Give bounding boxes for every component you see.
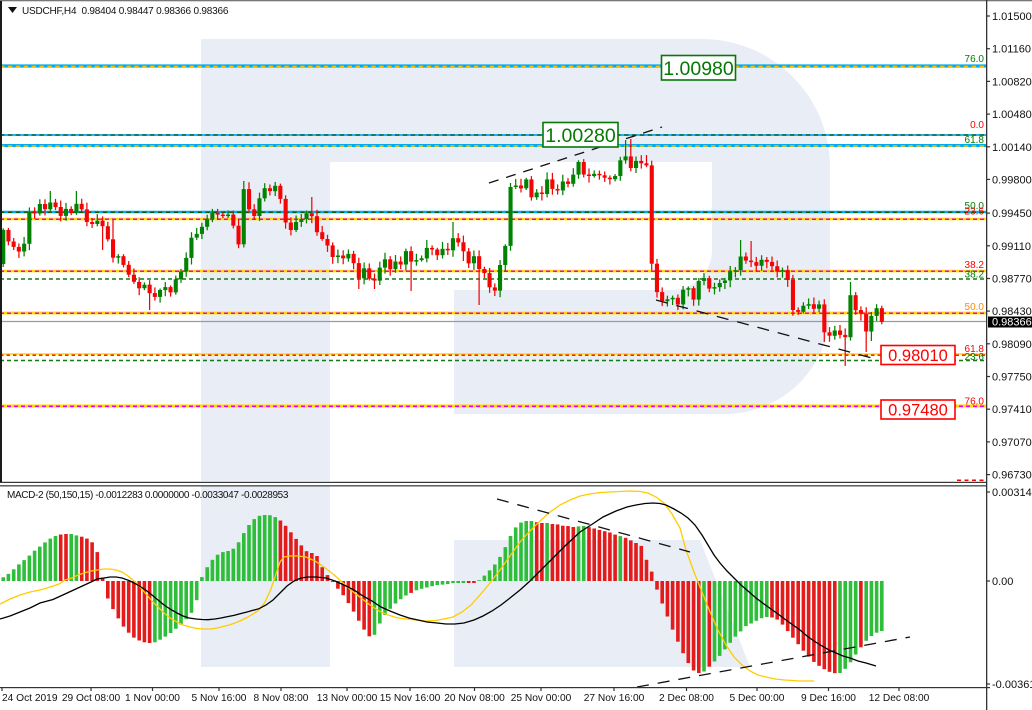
svg-text:5 Nov 16:00: 5 Nov 16:00 xyxy=(192,693,247,704)
svg-text:13 Nov 00:00: 13 Nov 00:00 xyxy=(317,693,378,704)
svg-text:50.0: 50.0 xyxy=(965,302,985,313)
svg-text:0.0031413: 0.0031413 xyxy=(992,487,1032,499)
svg-text:1.00140: 1.00140 xyxy=(992,142,1032,154)
svg-text:1.00480: 1.00480 xyxy=(992,109,1032,121)
svg-text:0.99450: 0.99450 xyxy=(992,208,1032,220)
svg-text:0.99800: 0.99800 xyxy=(992,174,1032,186)
svg-text:23.6: 23.6 xyxy=(965,207,985,218)
svg-text:0.97410: 0.97410 xyxy=(992,404,1032,416)
svg-text:0.97750: 0.97750 xyxy=(992,372,1032,384)
svg-text:76.0: 76.0 xyxy=(965,54,985,65)
svg-text:0.98010: 0.98010 xyxy=(888,347,948,365)
svg-text:1.01500: 1.01500 xyxy=(992,11,1032,23)
svg-text:1.01160: 1.01160 xyxy=(992,44,1031,56)
svg-text:0.98430: 0.98430 xyxy=(992,306,1032,318)
svg-text:29 Oct 08:00: 29 Oct 08:00 xyxy=(62,693,121,704)
svg-text:0.97480: 0.97480 xyxy=(888,401,948,419)
svg-text:23.6: 23.6 xyxy=(965,352,985,363)
svg-text:2 Dec 08:00: 2 Dec 08:00 xyxy=(659,693,714,704)
svg-text:1.00280: 1.00280 xyxy=(545,125,616,147)
svg-text:20 Nov 08:00: 20 Nov 08:00 xyxy=(444,693,505,704)
svg-text:61.8: 61.8 xyxy=(965,344,985,355)
svg-text:1 Nov 00:00: 1 Nov 00:00 xyxy=(125,693,180,704)
svg-text:1.00820: 1.00820 xyxy=(992,76,1032,88)
svg-text:0.0: 0.0 xyxy=(970,120,984,131)
svg-text:1.00980: 1.00980 xyxy=(663,58,734,80)
svg-text:15 Nov 16:00: 15 Nov 16:00 xyxy=(380,693,441,704)
svg-text:0.98090: 0.98090 xyxy=(992,339,1032,351)
svg-text:-0.0036111: -0.0036111 xyxy=(992,679,1032,691)
svg-text:USDCHF,H4 0.98404 0.98447 0.9: USDCHF,H4 0.98404 0.98447 0.98366 0.9836… xyxy=(22,6,229,17)
svg-text:0.98770: 0.98770 xyxy=(992,274,1032,286)
svg-text:24 Oct 2019: 24 Oct 2019 xyxy=(2,693,58,704)
svg-text:25 Nov 00:00: 25 Nov 00:00 xyxy=(511,693,572,704)
svg-text:8 Nov 08:00: 8 Nov 08:00 xyxy=(254,693,309,704)
svg-text:9 Dec 16:00: 9 Dec 16:00 xyxy=(801,693,856,704)
svg-text:0.96730: 0.96730 xyxy=(992,470,1032,482)
svg-text:76.0: 76.0 xyxy=(965,397,985,408)
svg-text:27 Nov 16:00: 27 Nov 16:00 xyxy=(584,693,645,704)
svg-text:0.99110: 0.99110 xyxy=(992,241,1031,253)
svg-text:50.0: 50.0 xyxy=(965,201,985,212)
svg-text:61.8: 61.8 xyxy=(965,135,985,146)
svg-text:MACD-2 (50,150,15) -0.0012283: MACD-2 (50,150,15) -0.0012283 0.0000000 … xyxy=(7,490,289,501)
svg-text:38.2: 38.2 xyxy=(965,270,985,281)
svg-text:0.97070: 0.97070 xyxy=(992,437,1032,449)
svg-text:38.2: 38.2 xyxy=(965,260,985,271)
svg-text:5 Dec 00:00: 5 Dec 00:00 xyxy=(730,693,785,704)
svg-text:12 Dec 08:00: 12 Dec 08:00 xyxy=(869,693,930,704)
svg-text:0.98366: 0.98366 xyxy=(992,317,1032,329)
svg-text:0.00: 0.00 xyxy=(992,576,1013,588)
